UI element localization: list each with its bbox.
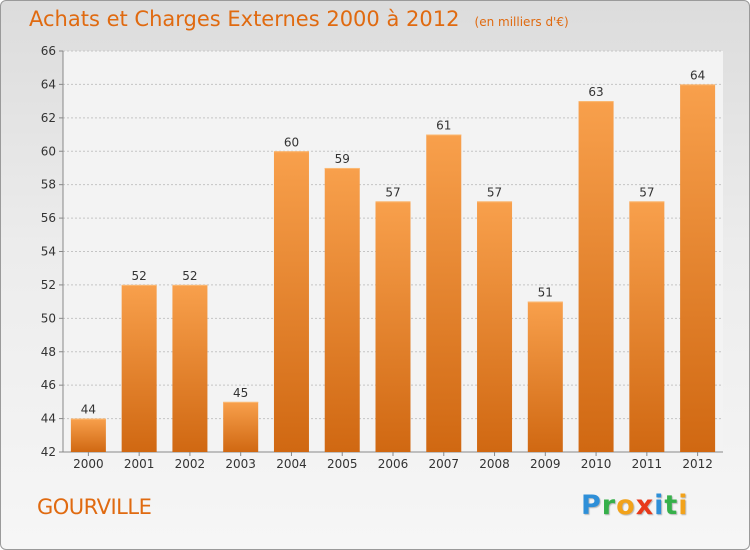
bar: [172, 284, 208, 452]
bar: [629, 201, 665, 452]
bar: [70, 418, 106, 452]
bar-value-label: 60: [284, 135, 299, 149]
chart-subtitle: (en milliers d'€): [474, 15, 569, 29]
y-tick-label: 56: [41, 211, 56, 225]
location-name: GOURVILLE: [37, 495, 152, 519]
bar: [223, 401, 259, 452]
bar-value-label: 51: [538, 286, 553, 300]
bar: [121, 284, 157, 452]
bar: [324, 167, 360, 453]
logo-letter: P: [581, 490, 602, 521]
x-tick-label: 2005: [327, 457, 358, 471]
y-tick-label: 64: [41, 77, 56, 91]
y-tick-label: 60: [41, 144, 56, 158]
x-tick-label: 2007: [428, 457, 459, 471]
bar: [375, 201, 411, 452]
bars: [70, 84, 716, 453]
bar: [426, 134, 462, 452]
bar-value-label: 45: [233, 386, 248, 400]
bar: [273, 151, 309, 452]
y-tick-label: 58: [41, 178, 56, 192]
bar-value-label: 52: [132, 269, 147, 283]
logo-letter: x: [635, 490, 655, 521]
logo-letter: o: [616, 490, 636, 521]
bar-value-label: 63: [588, 85, 603, 99]
bar: [527, 301, 563, 452]
logo-letter: t: [664, 490, 679, 521]
x-tick-label: 2011: [632, 457, 663, 471]
y-tick-label: 46: [41, 378, 56, 392]
bar-value-label: 57: [487, 185, 502, 199]
y-tick-label: 42: [41, 445, 56, 459]
y-tick-label: 54: [41, 245, 56, 259]
x-tick-label: 2006: [378, 457, 409, 471]
y-tick-label: 66: [41, 44, 56, 58]
bar-value-label: 52: [182, 269, 197, 283]
logo-letter: i: [654, 490, 665, 521]
logo-letter: i: [678, 490, 689, 521]
bar-value-label: 57: [385, 185, 400, 199]
y-tick-label: 52: [41, 278, 56, 292]
x-tick-label: 2004: [276, 457, 307, 471]
bar-value-label: 57: [639, 185, 654, 199]
bar-value-label: 64: [690, 68, 705, 82]
bar-value-label: 61: [436, 119, 451, 133]
x-tick-label: 2003: [225, 457, 256, 471]
y-tick-label: 62: [41, 111, 56, 125]
bar-value-label: 44: [81, 403, 96, 417]
x-tick-label: 2000: [73, 457, 104, 471]
logo-letter: r: [601, 490, 617, 521]
y-tick-label: 44: [41, 412, 56, 426]
proxiti-logo: Proxiti: [581, 490, 689, 521]
chart-title: Achats et Charges Externes 2000 à 2012: [29, 7, 460, 31]
y-tick-label: 48: [41, 345, 56, 359]
y-tick-label: 50: [41, 311, 56, 325]
x-tick-label: 2008: [479, 457, 510, 471]
bar-value-label: 59: [335, 152, 350, 166]
x-tick-label: 2002: [175, 457, 206, 471]
bar: [578, 101, 614, 452]
bar: [680, 84, 716, 453]
bar: [477, 201, 513, 452]
x-tick-label: 2012: [682, 457, 713, 471]
labels: 42 44 46 48 50 52 54 56 58 60 62 64 66 44 2000 52 2001 52…: [41, 44, 713, 471]
x-tick-label: 2009: [530, 457, 561, 471]
title-line: Achats et Charges Externes 2000 à 2012 (…: [29, 7, 569, 31]
x-tick-label: 2010: [581, 457, 612, 471]
x-tick-label: 2001: [124, 457, 155, 471]
